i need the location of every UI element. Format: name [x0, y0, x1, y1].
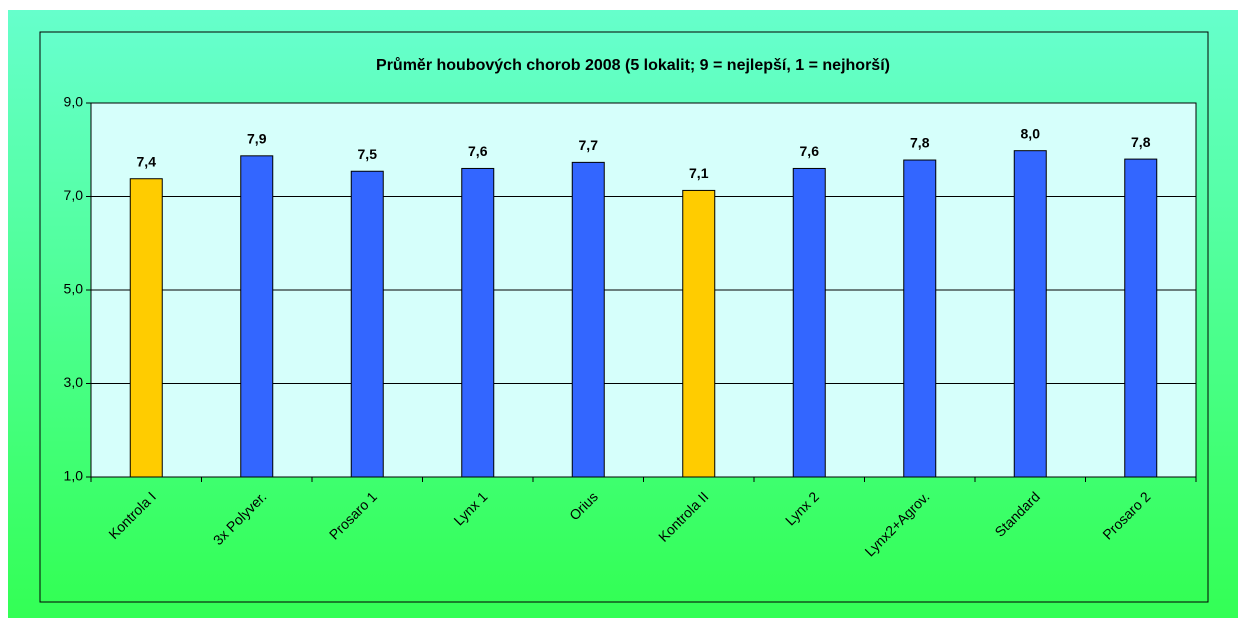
chart-title: Průměr houbových chorob 2008 (5 lokalit;… — [376, 57, 890, 74]
bar — [1013, 150, 1047, 478]
y-tick-label: 3,0 — [64, 374, 84, 390]
data-label: 7,6 — [800, 143, 820, 159]
bar — [350, 170, 384, 478]
bar — [240, 155, 274, 478]
bar — [682, 189, 716, 478]
bar — [1124, 158, 1158, 478]
y-tick-label: 7,0 — [64, 187, 84, 203]
data-label: 7,8 — [910, 135, 930, 151]
bar — [129, 178, 163, 478]
data-label: 7,5 — [358, 146, 378, 162]
bar — [792, 167, 826, 478]
bar — [571, 161, 605, 478]
data-label: 7,8 — [1131, 134, 1151, 150]
bar — [461, 167, 495, 478]
bar — [903, 159, 937, 478]
y-tick-label: 9,0 — [64, 94, 84, 110]
data-label: 7,9 — [247, 131, 267, 147]
data-label: 7,7 — [579, 137, 599, 153]
data-label: 7,4 — [137, 153, 157, 169]
y-tick-label: 1,0 — [64, 468, 84, 484]
data-label: 7,1 — [689, 165, 709, 181]
data-label: 8,0 — [1021, 125, 1041, 141]
data-label: 7,6 — [468, 143, 488, 159]
y-tick-label: 5,0 — [64, 281, 84, 297]
